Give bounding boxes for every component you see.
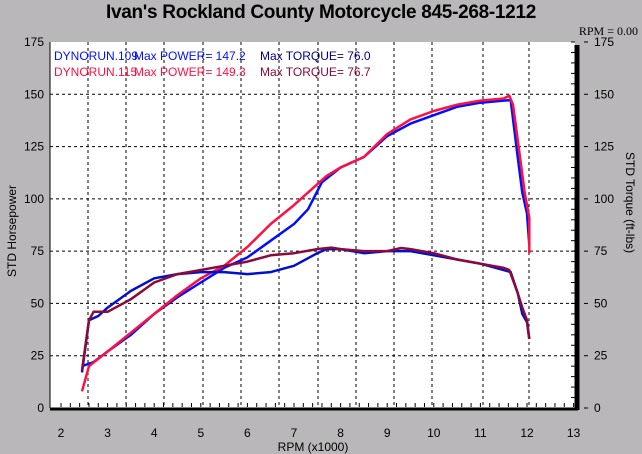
legend-max-power: Max POWER= 149.3 — [134, 65, 246, 79]
x-tick-label: 8 — [337, 426, 344, 440]
series-line-1 — [80, 94, 531, 392]
y-tick-label-right: 0 — [594, 401, 601, 415]
x-tick-label: 13 — [567, 426, 581, 440]
rpm-readout: RPM = 0.00 — [578, 24, 638, 38]
y-tick-label-left: 75 — [31, 244, 45, 258]
y-tick-label-right: 175 — [594, 35, 614, 49]
y-tick-label-left: 100 — [24, 192, 44, 206]
x-tick-label: 11 — [474, 426, 487, 440]
x-tick-label: 10 — [427, 426, 441, 440]
x-tick-label: 4 — [151, 426, 158, 440]
x-tick-label: 7 — [291, 426, 298, 440]
y-tick-label-left: 125 — [24, 140, 44, 154]
series-line-3 — [80, 246, 531, 371]
x-tick-label: 2 — [58, 426, 65, 440]
y-tick-label-right: 50 — [594, 296, 608, 310]
y-tick-label-left: 150 — [24, 87, 44, 101]
y-axis-label: STD Horsepower — [5, 185, 19, 277]
x-tick-label: 6 — [244, 426, 251, 440]
y2-axis-label: STD Torque (ft-lbs) — [623, 152, 637, 253]
legend-max-power: Max POWER= 147.2 — [134, 49, 246, 63]
x-tick-label: 12 — [520, 426, 534, 440]
y-tick-label-left: 50 — [31, 296, 45, 310]
legend-max-torque: Max TORQUE= 76.7 — [260, 65, 371, 79]
x-tick-label: 9 — [384, 426, 391, 440]
legend-run-name: DYNORUN.109 — [54, 49, 138, 63]
y-tick-label-right: 75 — [594, 244, 608, 258]
legend-run-name: DYNORUN.115 — [54, 65, 137, 79]
y-tick-label-right: 150 — [594, 87, 614, 101]
x-axis-label: RPM (x1000) — [278, 440, 349, 454]
x-tick-label: 3 — [104, 426, 111, 440]
y-tick-label-right: 25 — [594, 349, 608, 363]
y-tick-label-left: 175 — [24, 35, 44, 49]
x-tick-label: 5 — [197, 426, 204, 440]
chart-title: Ivan's Rockland County Motorcycle 845-26… — [105, 2, 536, 23]
y-tick-label-right: 125 — [594, 140, 614, 154]
y-tick-label-right: 100 — [594, 192, 614, 206]
plot-area — [50, 42, 575, 408]
legend-max-torque: Max TORQUE= 76.0 — [260, 49, 371, 63]
y-tick-label-left: 25 — [31, 349, 45, 363]
y-tick-label-left: 0 — [37, 401, 44, 415]
